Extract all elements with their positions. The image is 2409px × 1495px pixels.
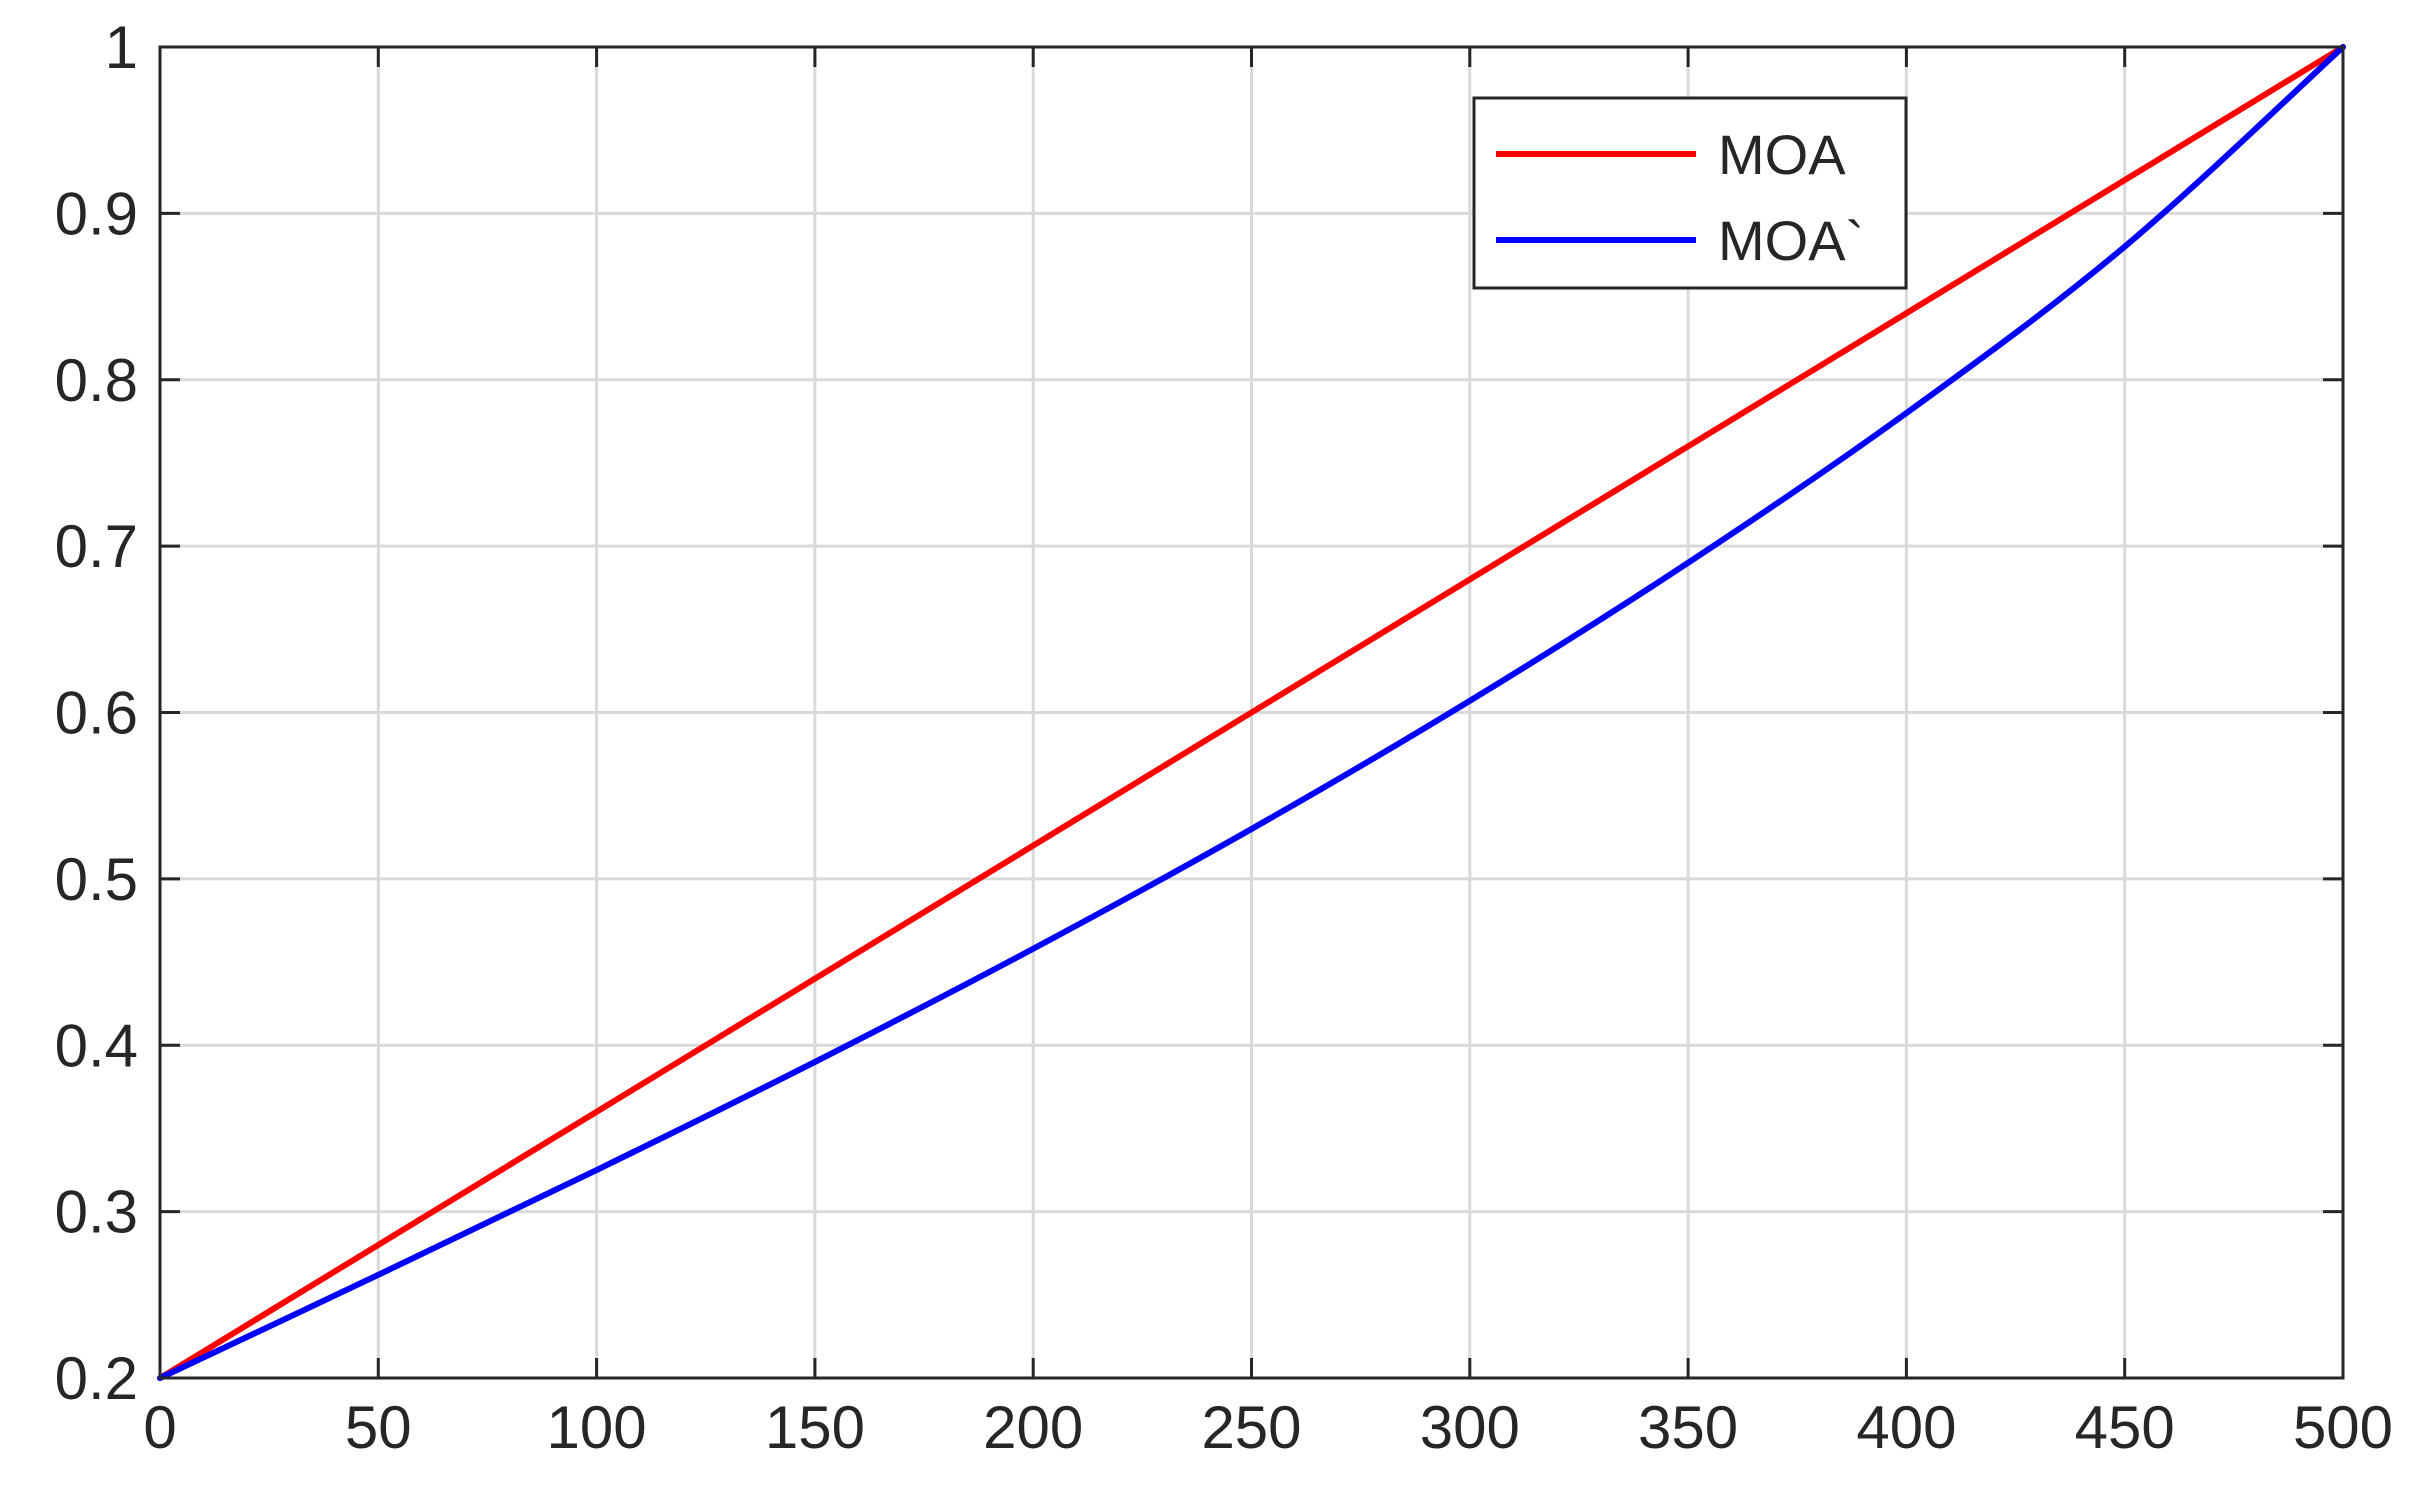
y-tick-label: 0.9 [55,180,138,247]
series-line-2 [157,44,2346,1381]
y-tick-label: 0.8 [55,347,138,414]
x-tick-label: 300 [1420,1394,1520,1461]
x-tick-label: 500 [2293,1394,2393,1461]
y-tick-label: 0.2 [55,1345,138,1412]
x-tick-label: 0 [143,1394,176,1461]
x-tick-label: 400 [1856,1394,1956,1461]
y-tick-label: 0.4 [55,1012,138,1079]
tick-labels: 0 50 100 150 200 250 300 350 400 450 500 0.2 0.3 0.4 0… [55,14,2393,1461]
legend: MOA MOA` [1472,96,1908,290]
axes [158,45,2345,1380]
x-tick-label: 200 [983,1394,1083,1461]
x-tick-label: 100 [547,1394,647,1461]
y-tick-label: 0.5 [55,846,138,913]
x-tick-label: 450 [2075,1394,2175,1461]
y-tick-label: 0.7 [55,513,138,580]
y-tick-label: 0.3 [55,1179,138,1246]
y-tick-label: 0.6 [55,680,138,747]
legend-label-2: MOA` [1718,209,1864,272]
x-tick-label: 250 [1201,1394,1301,1461]
x-tick-label: 150 [765,1394,865,1461]
legend-box [1472,96,1908,290]
series-lines [157,44,2346,1381]
legend-label-1: MOA [1718,123,1846,186]
x-tick-label: 350 [1638,1394,1738,1461]
y-tick-label: 1 [105,14,138,81]
x-tick-label: 50 [345,1394,412,1461]
series-line-1 [157,44,2346,1381]
